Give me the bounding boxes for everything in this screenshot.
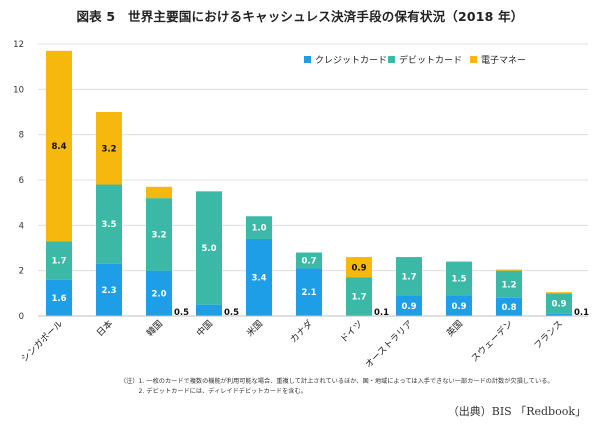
legend-label: クレジットカード <box>315 55 387 66</box>
data-label: 0.9 <box>401 302 416 312</box>
x-tick-label: スウェーデン <box>468 318 515 365</box>
chart-title: 図表 5 世界主要国におけるキャッシュレス決済手段の保有状況（2018 年） <box>76 9 524 24</box>
x-tick-label: 韓国 <box>145 318 166 339</box>
data-label: 2.0 <box>151 289 166 299</box>
data-label: 0.7 <box>301 256 316 266</box>
bar-segment-debit <box>46 241 72 280</box>
bar-segment-debit <box>546 293 572 314</box>
x-tick-label: 英国 <box>444 318 465 339</box>
data-label: 3.4 <box>251 273 266 283</box>
data-label: 2.1 <box>301 288 316 298</box>
y-tick-label: 10 <box>13 85 24 95</box>
bar-segment-debit <box>96 184 122 264</box>
bar-segment-credit <box>496 297 522 316</box>
x-tick-label: シンガポール <box>19 318 65 364</box>
y-tick-label: 0 <box>19 312 24 322</box>
data-label: 2.3 <box>101 286 116 296</box>
y-tick-label: 2 <box>19 267 24 277</box>
data-label: 0.8 <box>501 303 516 313</box>
legend-swatch-debit <box>388 56 395 63</box>
legend-swatch-emoney <box>470 56 477 63</box>
data-label: 1.2 <box>501 280 516 290</box>
bar-segment-emoney <box>496 269 522 271</box>
data-label: 1.6 <box>51 294 66 304</box>
legend-label: デビットカード <box>399 54 462 66</box>
bar-segment-debit <box>446 261 472 296</box>
bar-segment-credit <box>446 295 472 316</box>
data-label: 0.1 <box>574 308 589 318</box>
data-label: 8.4 <box>51 142 66 152</box>
data-label: 0.5 <box>224 308 239 318</box>
data-label: 5.0 <box>201 244 216 254</box>
bar-segment-debit <box>496 270 522 298</box>
x-tick-label: カナダ <box>288 318 316 346</box>
bar-segment-credit <box>46 279 72 316</box>
source-credit: （出典）BIS 「Redbook」 <box>447 405 586 418</box>
bar-segment-debit <box>346 277 372 316</box>
bar-segment-credit <box>546 313 572 316</box>
data-label: 1.5 <box>451 275 466 285</box>
data-label: 0.9 <box>551 300 566 310</box>
bar-segment-credit <box>196 304 222 316</box>
bar-segment-credit <box>246 238 272 316</box>
x-tick-label: オーストラリア <box>363 318 415 370</box>
x-tick-label: 米国 <box>244 318 265 339</box>
data-label: 1.7 <box>351 293 366 303</box>
bar-segment-emoney <box>96 112 122 185</box>
y-tick-label: 4 <box>19 221 24 231</box>
bar-segment-emoney <box>146 186 172 199</box>
note-2: 2. デビットカードには、ディレイドデビットカードを含む。 <box>120 388 307 395</box>
y-tick-label: 6 <box>19 176 24 186</box>
bar-segment-credit <box>146 270 172 316</box>
bar-segment-emoney <box>346 257 372 278</box>
bar-segment-credit <box>96 263 122 316</box>
bar-segment-credit <box>396 295 422 316</box>
x-tick-label: 中国 <box>194 318 215 339</box>
data-label: 1.0 <box>251 224 266 234</box>
data-label: 0.5 <box>174 308 189 318</box>
data-label: 0.9 <box>351 263 366 273</box>
bar-segment-debit <box>296 252 322 269</box>
legend-label: 電子マネー <box>481 55 526 66</box>
bar-segment-debit <box>396 257 422 296</box>
bar-segment-emoney <box>46 50 72 242</box>
bar-segment-debit <box>146 198 172 271</box>
data-label: 1.7 <box>401 272 416 282</box>
note-1: （注）1. 一枚のカードで複数の機能が利用可能な場合、重複して計上されているほか… <box>120 378 554 385</box>
x-tick-label: フランス <box>532 318 565 351</box>
x-tick-label: 日本 <box>94 318 115 339</box>
y-tick-label: 8 <box>19 131 24 141</box>
bar-segment-emoney <box>546 292 572 294</box>
data-label: 1.7 <box>51 256 66 266</box>
bar-segment-credit <box>296 268 322 316</box>
data-label: 3.2 <box>151 230 166 240</box>
bar-segment-debit <box>246 216 272 239</box>
bar-segment-debit <box>196 191 222 305</box>
data-label: 3.5 <box>101 220 116 230</box>
y-tick-label: 12 <box>13 40 24 50</box>
data-label: 3.2 <box>101 144 116 154</box>
x-tick-label: ドイツ <box>339 319 365 345</box>
data-label: 0.9 <box>451 302 466 312</box>
legend-swatch-credit <box>304 56 311 63</box>
data-label: 0.1 <box>374 308 389 318</box>
